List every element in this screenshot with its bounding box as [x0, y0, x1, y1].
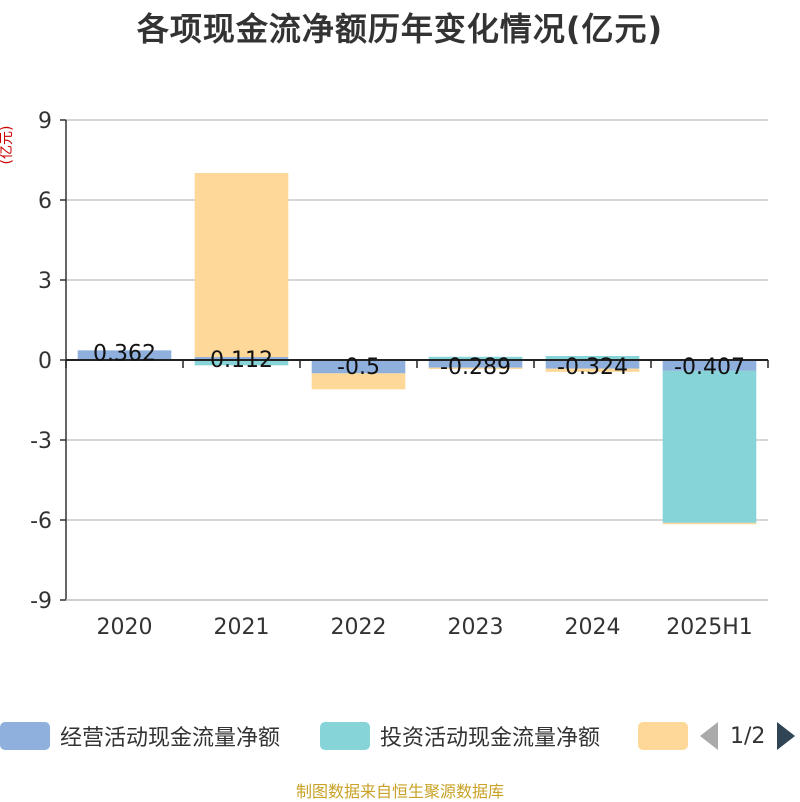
- legend-item-investing[interactable]: 投资活动现金流量净额: [320, 716, 600, 756]
- legend-page-indicator: 1/2: [730, 723, 766, 749]
- bar-3-2023: [428, 367, 523, 370]
- bar-2-2024: [545, 356, 640, 360]
- legend-item-financing[interactable]: [638, 716, 698, 756]
- bar-1-2023: [428, 360, 523, 368]
- x-tick-label: 2020: [97, 615, 153, 640]
- bar-2-2021: [194, 360, 289, 366]
- bar-3-2024: [545, 368, 640, 372]
- y-tick-label: 0: [38, 349, 52, 374]
- legend-label-operating: 经营活动现金流量净额: [60, 726, 281, 751]
- bar-1-2022: [311, 360, 406, 374]
- bar-1-2024: [545, 360, 640, 369]
- data-label: 0.112: [210, 348, 273, 373]
- y-tick-label: 9: [38, 109, 52, 134]
- x-tick-label: 2023: [448, 615, 504, 640]
- y-tick-label: -3: [30, 429, 52, 454]
- data-label: -0.5: [337, 355, 380, 380]
- legend-item-operating[interactable]: 经营活动现金流量净额: [0, 716, 280, 756]
- x-tick-label: 2021: [214, 615, 270, 640]
- bar-3-2022: [311, 373, 406, 390]
- data-label: -0.289: [440, 355, 511, 380]
- y-axis-title: (亿元): [0, 126, 15, 165]
- y-tick-label: -9: [30, 589, 52, 614]
- chart-title: 各项现金流净额历年变化情况(亿元): [136, 10, 664, 48]
- bar-1-2025H1: [662, 360, 757, 371]
- bar-3-2021: [194, 173, 289, 358]
- legend-swatch-investing: [320, 722, 370, 750]
- source-note: 制图数据来自恒生聚源数据库: [295, 782, 504, 801]
- x-tick-label: 2024: [565, 615, 621, 640]
- legend-next-arrow-icon[interactable]: [777, 722, 796, 750]
- legend-prev-arrow-icon[interactable]: [700, 722, 718, 750]
- legend-swatch-operating: [0, 722, 50, 750]
- legend: 经营活动现金流量净额 投资活动现金流量净额: [0, 716, 800, 756]
- legend-pager: 1/2: [700, 716, 796, 756]
- bar-2-2023: [428, 356, 523, 360]
- legend-swatch-financing: [638, 722, 688, 750]
- bar-3-2025H1: [662, 522, 757, 525]
- y-tick-label: 6: [38, 189, 52, 214]
- y-tick-label: -6: [30, 509, 52, 534]
- legend-label-investing: 投资活动现金流量净额: [380, 726, 601, 751]
- data-label: 0.362: [93, 341, 156, 366]
- y-tick-label: 3: [38, 269, 52, 294]
- data-label: -0.324: [557, 355, 628, 380]
- data-label: -0.407: [674, 355, 745, 380]
- x-tick-label: 2022: [331, 615, 387, 640]
- x-tick-label: 2025H1: [666, 615, 753, 640]
- bar-1-2020: [77, 350, 172, 360]
- bar-2-2025H1: [662, 370, 757, 523]
- bar-1-2021: [194, 357, 289, 360]
